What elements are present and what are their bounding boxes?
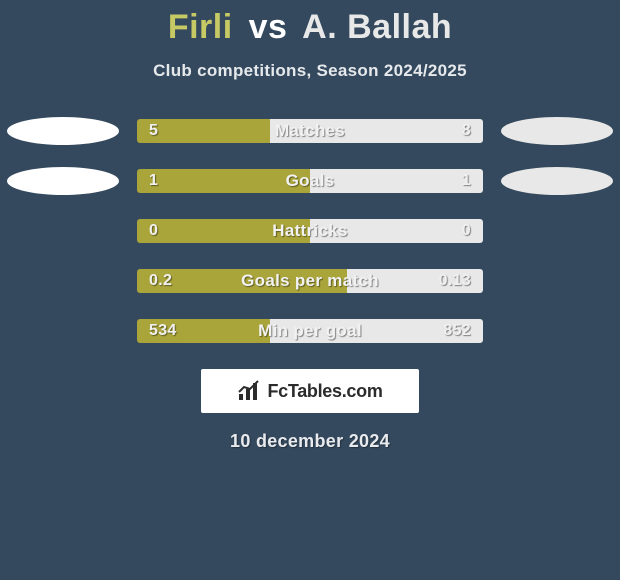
stat-label: Goals per match [241,271,379,291]
stat-label: Min per goal [258,321,362,341]
stat-row: 534 852 Min per goal [0,317,620,345]
stat-value-p1: 0.2 [149,272,172,290]
stat-row: 5 8 Matches [0,117,620,145]
stat-value-p2: 8 [462,122,471,140]
stat-value-p2: 1 [462,172,471,190]
stat-value-p2: 0.13 [439,272,471,290]
stat-row: 1 1 Goals [0,167,620,195]
footer-logo: FcTables.com [201,369,419,413]
stat-value-p1: 1 [149,172,158,190]
title-vs: vs [249,8,288,46]
stat-label: Hattricks [272,221,347,241]
stat-row: 0.2 0.13 Goals per match [0,267,620,295]
stat-label: Goals [286,171,335,191]
stat-value-p1: 534 [149,322,177,340]
comparison-rows: 5 8 Matches 1 1 Goals 0 0 Hattricks 0.2 0.13 Goals … [0,117,620,345]
spacer [501,267,613,295]
player1-marker [7,167,119,195]
chart-icon [237,380,261,402]
footer-date: 10 december 2024 [0,431,620,452]
stat-row: 0 0 Hattricks [0,217,620,245]
stat-bar: 5 8 Matches [137,119,483,143]
stat-value-p1: 0 [149,222,158,240]
title-player1: Firli [168,8,233,46]
page-title: Firli vs A. Ballah [0,0,620,47]
stat-value-p1: 5 [149,122,158,140]
spacer [7,267,119,295]
spacer [7,317,119,345]
footer-logo-text: FcTables.com [267,381,382,402]
stat-bar: 0.2 0.13 Goals per match [137,269,483,293]
subtitle: Club competitions, Season 2024/2025 [0,61,620,81]
bar-segment-p1 [137,169,310,193]
spacer [501,317,613,345]
player1-marker [7,117,119,145]
stat-value-p2: 0 [462,222,471,240]
stat-label: Matches [275,121,345,141]
stat-bar: 0 0 Hattricks [137,219,483,243]
player2-marker [501,117,613,145]
stat-bar: 1 1 Goals [137,169,483,193]
stat-value-p2: 852 [443,322,471,340]
bar-segment-p2 [310,169,483,193]
title-player2: A. Ballah [302,8,452,46]
player2-marker [501,167,613,195]
stat-bar: 534 852 Min per goal [137,319,483,343]
spacer [501,217,613,245]
spacer [7,217,119,245]
